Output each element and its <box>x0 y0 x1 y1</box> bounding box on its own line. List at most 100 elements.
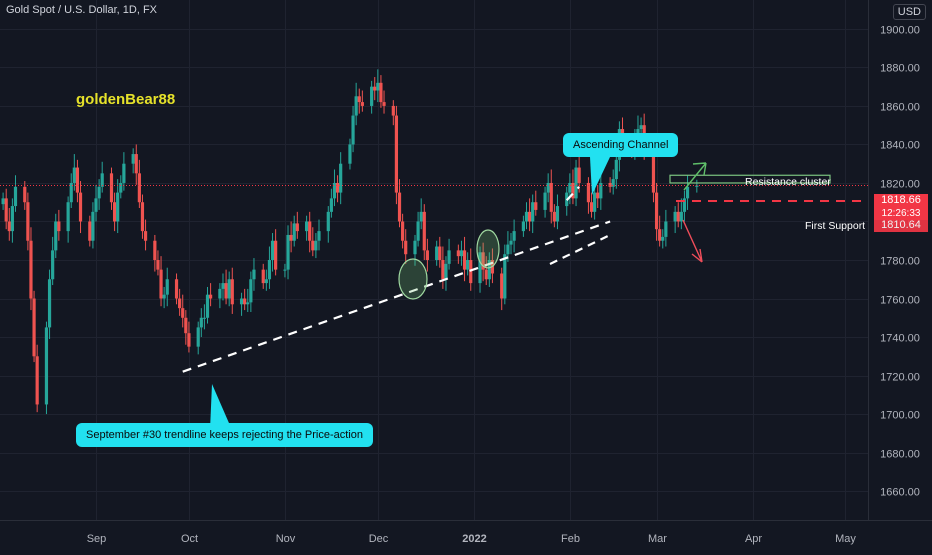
time-tick-label: 2022 <box>462 533 486 545</box>
candle-body <box>246 302 250 305</box>
candle-body <box>196 327 200 347</box>
candle-body <box>509 240 513 245</box>
candle-body <box>484 269 488 280</box>
september-trendline <box>182 220 611 373</box>
price-tick-label: 1760.00 <box>880 295 920 307</box>
candle-body <box>685 186 690 199</box>
trendline-callout[interactable]: September #30 trendline keeps rejecting … <box>76 423 373 447</box>
candle-body <box>178 298 182 309</box>
candle-body <box>614 159 618 180</box>
candle-body <box>651 152 656 193</box>
rejection-marker <box>476 229 500 269</box>
bearish-arrow-icon <box>682 219 703 263</box>
price-axis[interactable]: 1660.00 1680.00 1700.00 1720.00 1740.00 1760.… <box>868 0 932 550</box>
candle-body <box>205 294 210 318</box>
price-tick-label: 1840.00 <box>880 140 920 152</box>
candle-body <box>239 298 244 305</box>
candle-body <box>332 182 337 199</box>
candle-body <box>357 96 361 103</box>
candle-body <box>78 192 83 222</box>
candle-body <box>608 182 612 187</box>
candle-body <box>326 211 330 232</box>
candle-body <box>119 182 123 193</box>
candle-body <box>54 221 58 251</box>
price-tick-label: 1740.00 <box>880 333 920 345</box>
candle-body <box>112 202 117 222</box>
candle-body <box>435 246 439 260</box>
candle-body <box>57 221 61 232</box>
ascending-channel-callout[interactable]: Ascending Channel <box>563 133 679 157</box>
candle-body <box>181 308 185 318</box>
candle-body <box>348 144 352 164</box>
candle-body <box>549 182 553 212</box>
symbol-title[interactable]: Gold Spot / U.S. Dollar, 1D, FX <box>6 4 158 16</box>
candle-body <box>673 211 677 222</box>
candle-body <box>487 260 491 280</box>
candle-body <box>571 182 575 199</box>
candle-body <box>35 356 39 405</box>
candle-body <box>543 192 547 210</box>
candle-body <box>521 221 525 232</box>
candle-body <box>289 234 293 241</box>
candle-body <box>425 250 429 260</box>
candle-body <box>261 269 265 284</box>
candle-body <box>404 240 408 255</box>
candle-body <box>586 182 591 203</box>
time-axis[interactable]: Sep Oct Nov Dec 2022 Feb Mar Apr May <box>0 520 932 546</box>
bar-countdown: 12:26:33 <box>881 208 921 219</box>
bullish-arrow-icon <box>683 162 707 191</box>
candle-body <box>335 182 340 193</box>
candle-body <box>314 240 318 251</box>
time-tick-label: May <box>835 533 856 545</box>
candle-body <box>32 298 36 357</box>
candle-body <box>391 105 395 116</box>
candle-body <box>438 246 442 260</box>
candle-body <box>159 269 163 299</box>
candle-body <box>264 279 268 284</box>
candle-body <box>503 254 507 299</box>
candle-body <box>97 186 101 199</box>
resistance-cluster-label: Resistance cluster <box>745 176 831 188</box>
candle-body <box>589 202 594 212</box>
candle-body <box>308 221 312 241</box>
last-price-value: 1818.66 <box>881 194 921 206</box>
candle-body <box>305 221 309 232</box>
candle-body <box>413 240 417 255</box>
candle-body <box>7 221 11 232</box>
candle-body <box>373 86 377 91</box>
channel-lower-line <box>549 235 609 265</box>
candle-body <box>534 202 538 210</box>
candle-body <box>466 260 470 270</box>
candle-body <box>51 250 55 280</box>
candle-body <box>568 182 572 193</box>
candle-body <box>165 279 169 295</box>
currency-badge[interactable]: USD <box>892 4 926 20</box>
candle-body <box>555 206 560 222</box>
candle-body <box>661 236 665 241</box>
candle-body <box>274 240 278 270</box>
time-tick-label: Mar <box>648 533 667 545</box>
support-price-tag: 1810.64 <box>874 219 928 232</box>
candle-body <box>153 240 157 260</box>
candle-body <box>94 198 98 212</box>
price-tick-label: 1660.00 <box>880 487 920 499</box>
author-watermark: goldenBear88 <box>76 91 176 108</box>
candle-body <box>444 263 448 280</box>
candle-body <box>416 221 420 241</box>
candle-body <box>91 211 95 241</box>
candle-body <box>360 102 364 106</box>
candle-body <box>44 327 49 405</box>
candle-body <box>351 115 355 145</box>
candle-body <box>292 223 296 241</box>
candle-body <box>354 96 358 116</box>
time-tick-label: Dec <box>369 533 389 545</box>
drawings[interactable] <box>0 157 868 430</box>
time-tick-label: Nov <box>276 533 296 545</box>
rejection-marker <box>398 258 428 300</box>
candle-body <box>456 250 460 257</box>
candle-body <box>654 192 659 230</box>
candle-body <box>679 211 683 222</box>
candle-body <box>546 182 550 193</box>
